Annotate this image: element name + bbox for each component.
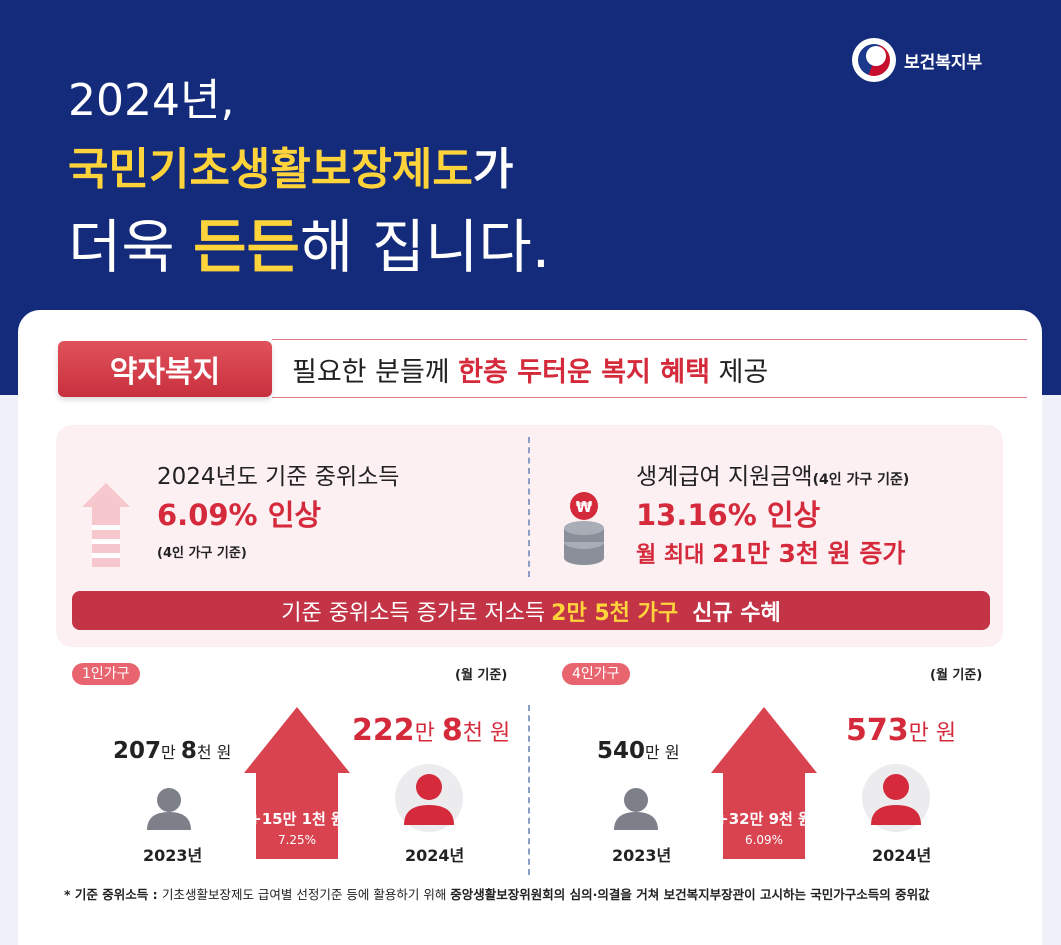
benefit-title: 생계급여 지원금액(4인 가구 기준) xyxy=(636,464,910,490)
ministry-name: 보건복지부 xyxy=(904,52,983,73)
section-tagline: 필요한 분들께 한층 두터운 복지 혜택 제공 xyxy=(292,357,769,388)
household-divider xyxy=(528,705,530,875)
won-symbol: ₩ xyxy=(576,498,593,516)
coin-stack-icon: ₩ xyxy=(564,492,604,565)
year-2024: 2024년 xyxy=(405,846,465,865)
divider xyxy=(272,339,1027,340)
increase-label: +15만 1천 원 7.25% xyxy=(249,810,345,847)
curr-amount: 573만 원 xyxy=(846,713,957,748)
benefit-increase: 월 최대 21만 3천 원 증가 xyxy=(636,539,906,568)
increase-house-shape xyxy=(244,707,350,859)
prev-amount: 207만 8천 원 xyxy=(113,738,232,764)
section-tag: 약자복지 xyxy=(58,341,272,397)
person-icon xyxy=(395,764,463,832)
footnote: * 기준 중위소득 : 기초생활보장제도 급여별 선정기준 등에 활용하기 위해… xyxy=(64,887,930,902)
monthly-basis-note: (월 기준) xyxy=(455,668,508,683)
median-income-rate: 6.09% 인상 xyxy=(157,498,322,532)
monthly-basis-note: (월 기준) xyxy=(930,668,983,683)
median-income-title: 2024년도 기준 중위소득 xyxy=(157,464,400,490)
curr-amount: 222만 8천 원 xyxy=(352,713,511,748)
household-label: 4인가구 xyxy=(562,663,630,685)
increase-label: +32만 9천 원 6.09% xyxy=(716,810,812,847)
year-2024: 2024년 xyxy=(872,846,932,865)
stats-divider xyxy=(528,437,530,577)
up-arrow-icon xyxy=(82,483,130,567)
headline-program: 국민기초생활보장제도가 xyxy=(68,144,514,195)
person-icon xyxy=(147,788,191,830)
benefit-rate: 13.16% 인상 xyxy=(636,498,821,532)
taegeuk-emblem-icon xyxy=(852,38,896,82)
median-income-note: (4인 가구 기준) xyxy=(157,546,247,561)
household-label: 1인가구 xyxy=(72,663,140,685)
prev-amount: 540만 원 xyxy=(597,738,680,764)
divider xyxy=(272,397,1027,398)
person-icon xyxy=(614,788,658,830)
ministry-logo: 보건복지부 xyxy=(852,38,982,82)
headline-year: 2024년, xyxy=(68,75,235,126)
headline-message: 더욱 든든해 집니다. xyxy=(68,213,551,281)
beneficiary-banner: 기준 중위소득 증가로 저소득 2만 5천 가구 신규 수혜 xyxy=(72,591,990,630)
year-2023: 2023년 xyxy=(612,846,672,865)
year-2023: 2023년 xyxy=(143,846,203,865)
person-icon xyxy=(862,764,930,832)
increase-house-shape xyxy=(711,707,817,859)
